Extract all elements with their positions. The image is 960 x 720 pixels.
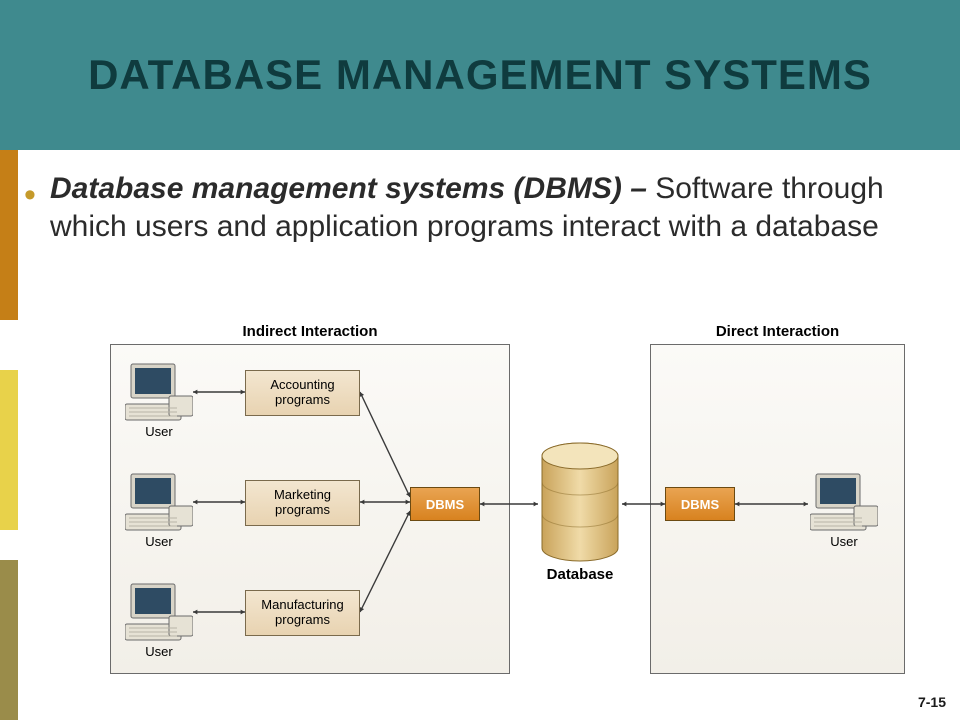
accent-block-3	[0, 560, 18, 720]
program-box: Accountingprograms	[245, 370, 360, 416]
arrow-layer	[110, 322, 930, 692]
user-label: User	[120, 424, 198, 439]
computer-icon	[125, 362, 193, 427]
slide-title: DATABASE MANAGEMENT SYSTEMS	[88, 51, 872, 99]
definition-paragraph: • Database management systems (DBMS) – S…	[50, 170, 920, 245]
user-label: User	[120, 644, 198, 659]
user-label: User	[805, 534, 883, 549]
bullet-icon: •	[24, 174, 36, 217]
database-icon	[540, 442, 620, 567]
program-box: Marketingprograms	[245, 480, 360, 526]
accent-block-2	[0, 370, 18, 530]
dbms-diagram: Indirect Interaction Direct Interaction …	[110, 322, 930, 692]
database-label: Database	[525, 566, 635, 583]
computer-icon	[125, 472, 193, 537]
user-label: User	[120, 534, 198, 549]
definition-lead: Database management systems (DBMS) –	[50, 172, 647, 205]
dbms-box: DBMS	[410, 487, 480, 521]
dbms-box: DBMS	[665, 487, 735, 521]
computer-icon	[125, 582, 193, 647]
accent-block-1	[0, 150, 18, 320]
program-box: Manufacturingprograms	[245, 590, 360, 636]
page-number: 7-15	[918, 694, 946, 710]
slide-title-bar: DATABASE MANAGEMENT SYSTEMS	[0, 0, 960, 150]
computer-icon	[810, 472, 878, 537]
